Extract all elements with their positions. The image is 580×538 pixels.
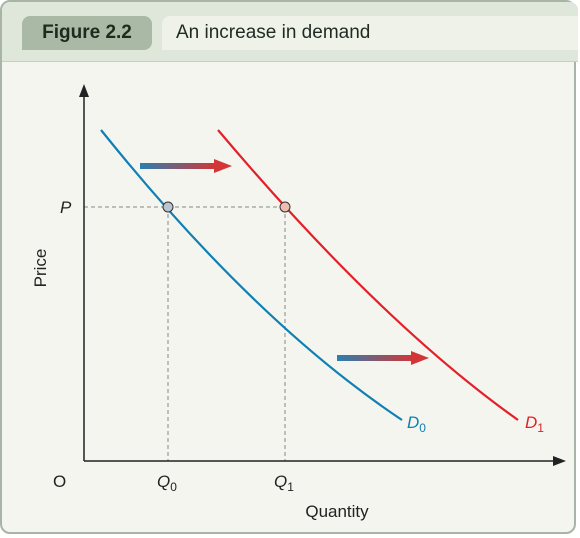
d1-curve-label: D1 [525,413,544,435]
demand-curve-d1 [217,129,519,421]
shift-arrow-lower [337,351,429,365]
x-axis-label: Quantity [305,502,369,521]
q0-tick-label: Q0 [157,472,177,494]
y-axis-arrowhead [79,84,89,97]
equilibrium-point-d0 [162,201,174,213]
figure-title: An increase in demand [162,16,578,50]
q0-tick-main: Q [157,472,170,491]
figure-label: Figure 2.2 [22,16,152,50]
origin-label: O [53,472,66,491]
d0-label-sub: 0 [419,421,426,435]
equilibrium-point-d1 [279,201,291,213]
x-axis-arrowhead [553,456,566,466]
q1-tick-label: Q1 [274,472,294,494]
d0-curve-label: D0 [407,413,426,435]
d0-label-main: D [407,413,419,432]
price-tick-label: P [60,198,72,217]
figure-header: Figure 2.2 An increase in demand [2,2,578,62]
demand-curve-d0 [100,129,403,421]
d1-label-main: D [525,413,537,432]
q1-tick-main: Q [274,472,287,491]
q0-tick-sub: 0 [170,480,177,494]
y-axis-label: Price [31,249,50,288]
shift-arrow-upper [140,159,232,173]
d1-label-sub: 1 [537,421,544,435]
q1-tick-sub: 1 [287,480,294,494]
